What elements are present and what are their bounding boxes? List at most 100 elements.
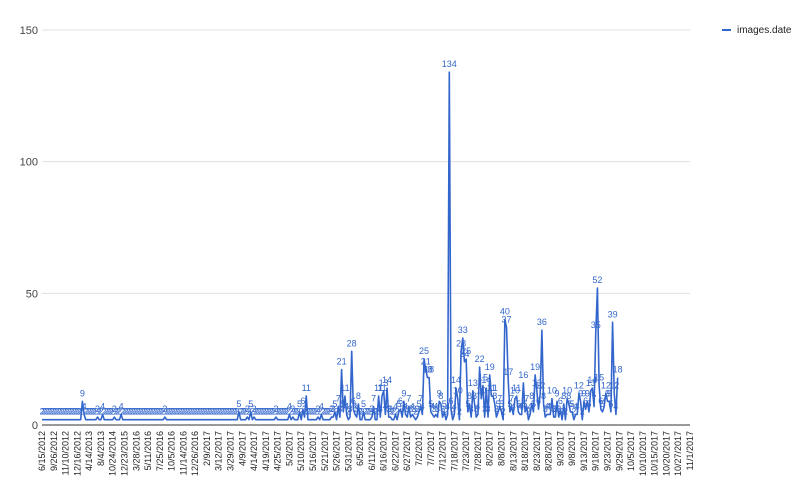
data-label: 15 (594, 373, 604, 383)
data-label: 2 (263, 407, 268, 417)
data-label: 3 (162, 404, 167, 414)
data-label: 2 (560, 407, 565, 417)
data-label: 2 (226, 407, 231, 417)
data-label: 2 (196, 407, 201, 417)
data-label: 2 (130, 407, 135, 417)
data-label: 2 (50, 407, 55, 417)
data-label: 2 (127, 407, 132, 417)
data-label: 3 (482, 404, 487, 414)
data-label: 5 (236, 399, 241, 409)
data-label: 8 (566, 391, 571, 401)
data-label: 2 (48, 407, 53, 417)
data-label: 2 (147, 407, 152, 417)
x-axis-tick-labels: 6/15/2012 9/26/2012 11/10/2012 12/16/2012 4/… (37, 431, 695, 476)
data-label: 2 (358, 407, 363, 417)
data-label: 2 (213, 407, 218, 417)
data-label: 2 (265, 407, 270, 417)
data-label: 10 (476, 386, 486, 396)
data-label: 2 (97, 407, 102, 417)
data-label: 13 (379, 378, 389, 388)
data-label: 5 (297, 399, 302, 409)
data-label: 7 (497, 394, 502, 404)
data-label: 3 (252, 404, 257, 414)
data-label: 2 (526, 407, 531, 417)
data-label: 2 (161, 407, 166, 417)
data-label: 11 (374, 383, 383, 393)
data-label: 2 (114, 407, 119, 417)
x-tick-label: 4/9/2017 (237, 431, 247, 466)
data-label: 4 (420, 401, 425, 411)
data-label: 7 (509, 394, 514, 404)
data-label: 21 (421, 357, 431, 367)
data-label: 2 (41, 407, 46, 417)
x-tick-label: 9/23/2017 (603, 431, 613, 471)
data-label: 2 (152, 407, 157, 417)
data-label: 2 (132, 407, 137, 417)
data-label: 4 (511, 401, 516, 411)
data-label: 2 (176, 407, 181, 417)
x-tick-label: 10/15/2017 (650, 431, 660, 476)
data-label: 4 (544, 401, 549, 411)
data-label: 3 (354, 404, 359, 414)
data-label: 2 (299, 407, 304, 417)
data-label: 3 (331, 404, 336, 414)
data-label: 2 (501, 407, 506, 417)
data-label: 2 (359, 407, 364, 417)
data-label: 7 (418, 394, 423, 404)
x-tick-label: 7/2/2017 (414, 431, 424, 466)
x-tick-label: 5/3/2017 (284, 431, 294, 466)
series-line-images-date[interactable] (42, 71, 619, 421)
data-labels: 2222222222222222222222229422222223224222… (39, 59, 622, 417)
data-label: 8 (561, 391, 566, 401)
data-label: 2 (174, 407, 179, 417)
data-label: 2 (137, 407, 142, 417)
data-label: 2 (189, 407, 194, 417)
data-label: 8 (356, 391, 361, 401)
legend[interactable]: images.date (722, 25, 792, 36)
data-label: 12 (609, 380, 619, 390)
data-label: 3 (400, 404, 405, 414)
data-label: 5 (496, 399, 501, 409)
data-label: 33 (458, 325, 468, 335)
data-label: 2 (295, 407, 300, 417)
data-label: 4 (519, 401, 524, 411)
data-label: 2 (88, 407, 93, 417)
data-label: 9 (555, 388, 560, 398)
data-label: 2 (278, 407, 283, 417)
data-label: 2 (179, 407, 184, 417)
data-label: 19 (530, 362, 540, 372)
x-tick-label: 6/22/2017 (390, 431, 400, 471)
data-label: 3 (543, 404, 548, 414)
data-label: 9 (80, 388, 85, 398)
data-label: 3 (551, 404, 556, 414)
x-tick-label: 11/10/2012 (61, 431, 71, 475)
data-label: 4 (445, 401, 450, 411)
data-label: 2 (203, 407, 208, 417)
x-tick-label: 9/18/2017 (591, 431, 601, 471)
data-label: 6 (583, 396, 588, 406)
data-label: 2 (321, 407, 326, 417)
data-label: 2 (194, 407, 199, 417)
data-label: 3 (386, 404, 391, 414)
data-label: 3 (408, 404, 413, 414)
data-label: 6 (536, 396, 541, 406)
data-label: 2 (235, 407, 240, 417)
data-label: 18 (424, 365, 434, 375)
data-label: 2 (307, 407, 312, 417)
data-label: 2 (92, 407, 97, 417)
data-label: 5 (531, 399, 536, 409)
x-tick-label: 7/23/2017 (461, 431, 471, 471)
data-label: 2 (186, 407, 191, 417)
data-label: 2 (258, 407, 263, 417)
data-label: 2 (171, 407, 176, 417)
data-label: 14 (587, 375, 597, 385)
data-label: 2 (58, 407, 63, 417)
data-label: 2 (231, 407, 236, 417)
data-label: 2 (314, 407, 319, 417)
data-label: 2 (289, 407, 294, 417)
data-label: 40 (500, 307, 510, 317)
data-label: 11 (487, 383, 496, 393)
data-label: 2 (199, 407, 204, 417)
data-label: 2 (240, 407, 245, 417)
